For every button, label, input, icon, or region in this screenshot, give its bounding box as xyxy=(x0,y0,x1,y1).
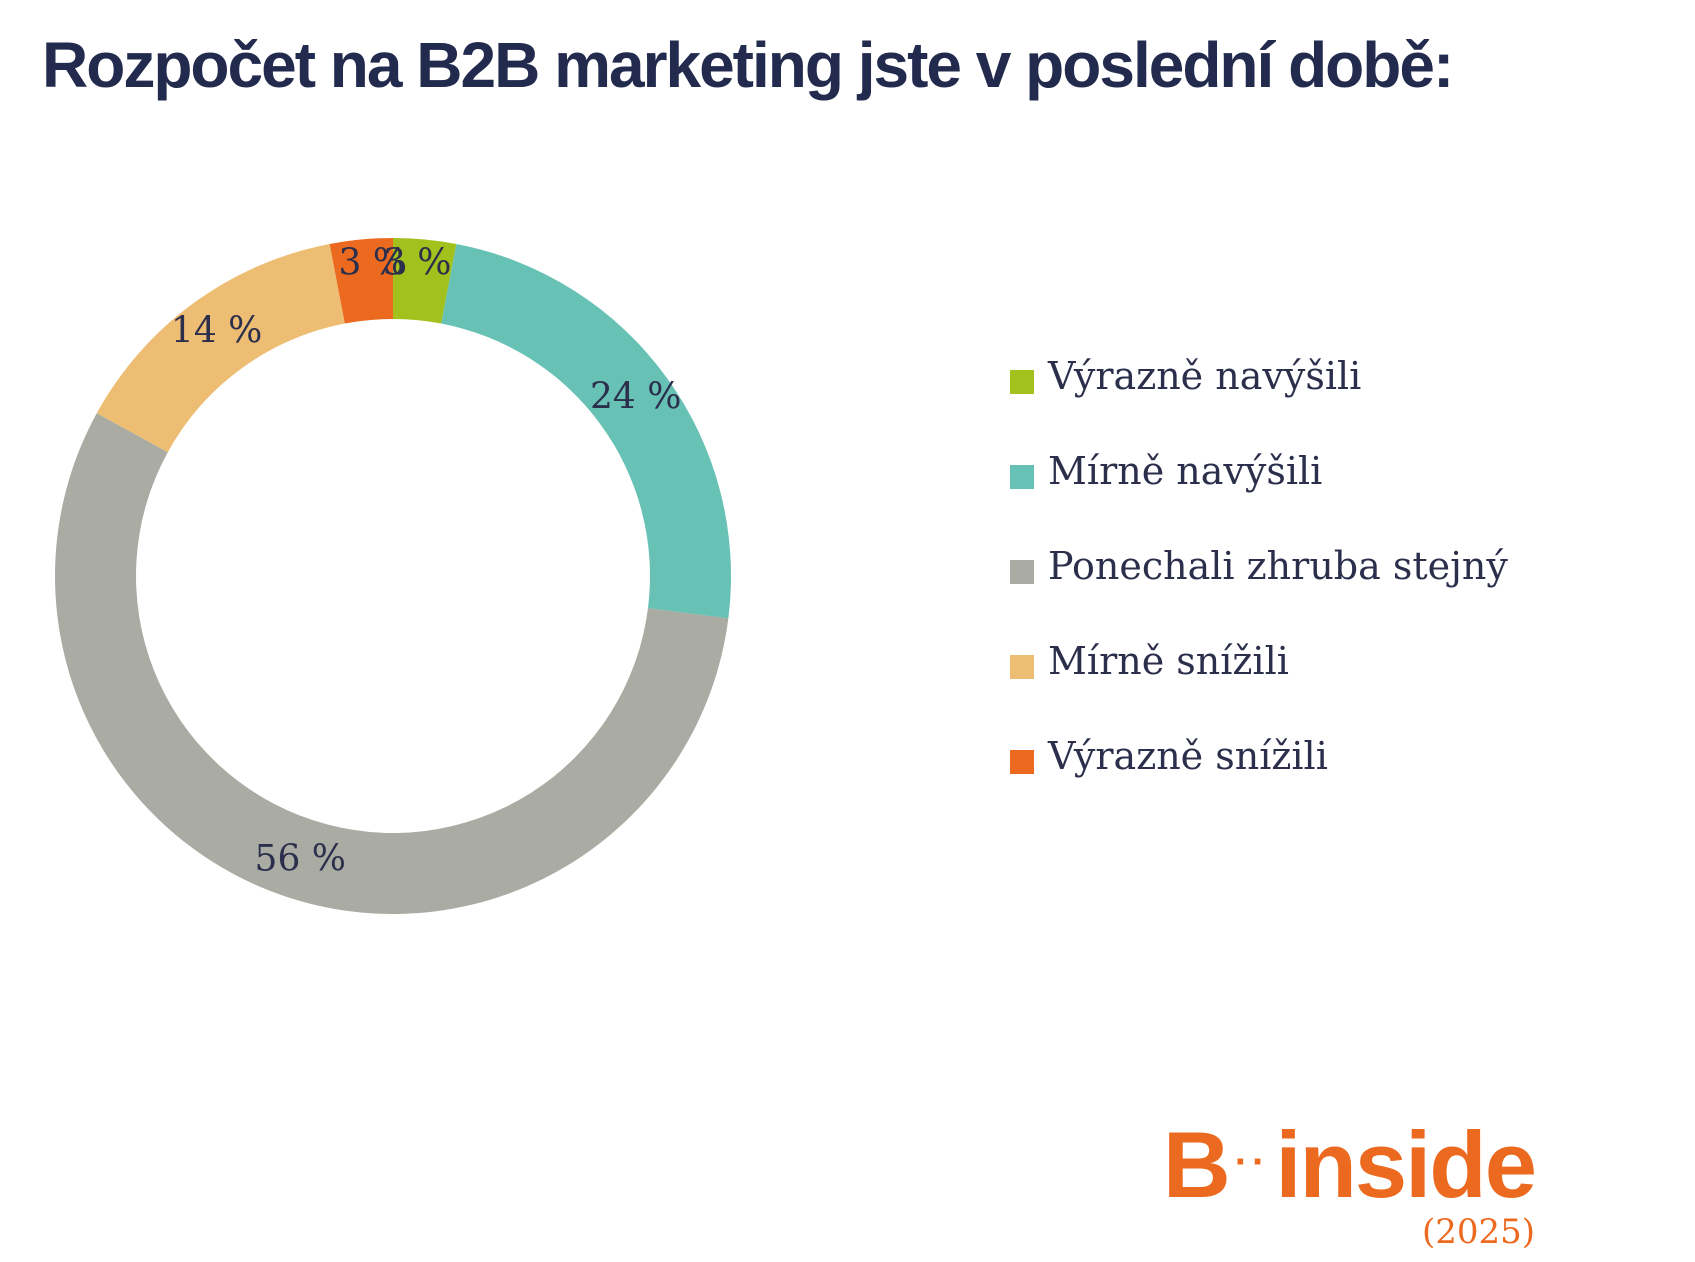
brand-logo-inside: inside xyxy=(1275,1112,1537,1217)
brand-logo-b: B xyxy=(1162,1112,1231,1217)
donut-chart: 3 % 24 % 56 % 14 % 3 % xyxy=(54,238,732,914)
donut-slice-ponechali-zhruba-stejny xyxy=(54,413,729,914)
brand-logo-dots: ·· xyxy=(1234,1140,1270,1184)
legend-swatch xyxy=(1010,750,1034,774)
slice-label-mirne-navysili: 24 % xyxy=(590,377,681,418)
legend-label: Ponechali zhruba stejný xyxy=(1048,544,1508,588)
legend-label: Výrazně snížili xyxy=(1048,734,1328,778)
brand-logo: B ··inside xyxy=(1162,1112,1537,1234)
donut-slice-mirne-navysili xyxy=(441,243,732,619)
legend-label: Mírně navýšili xyxy=(1048,449,1323,493)
legend-label: Výrazně navýšili xyxy=(1048,354,1362,398)
slice-label-vyrazne-snizili: 3 % xyxy=(338,242,407,283)
slice-label-ponechali-zhruba-stejny: 56 % xyxy=(255,838,346,879)
legend-label: Mírně snížili xyxy=(1048,639,1289,683)
legend-swatch xyxy=(1010,655,1034,679)
brand-year: (2025) xyxy=(1421,1212,1535,1252)
page-title: Rozpočet na B2B marketing jste v posledn… xyxy=(42,29,1454,101)
slice-label-vyrazne-navysili: 3 % xyxy=(383,242,452,283)
legend-swatch xyxy=(1010,465,1034,489)
donut-slice-vyrazne-snizili xyxy=(329,238,393,324)
slice-label-mirne-snizili: 14 % xyxy=(171,310,262,351)
donut-slice-vyrazne-navysili xyxy=(393,238,457,324)
legend-swatch xyxy=(1010,560,1034,584)
legend-swatch xyxy=(1010,370,1034,394)
donut-slice-mirne-snizili xyxy=(96,243,345,453)
